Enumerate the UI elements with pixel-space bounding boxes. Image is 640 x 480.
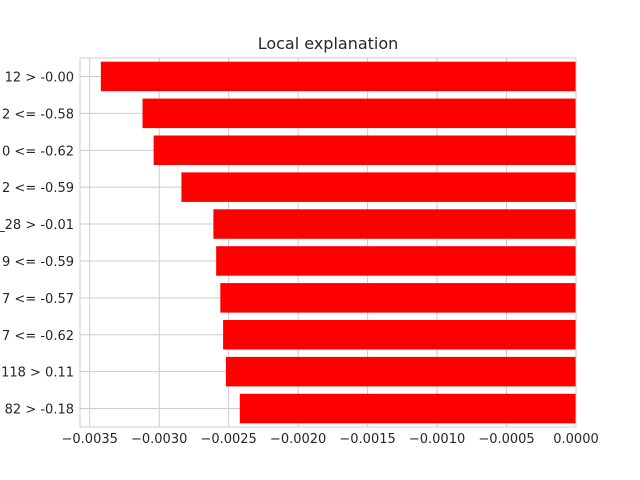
y-tick-label: 82 > -0.18	[5, 403, 74, 418]
y-tick-label: 118 > 0.11	[1, 366, 74, 381]
y-tick-label: 7 <= -0.57	[2, 292, 74, 307]
x-tick-label: 0.0000	[553, 432, 599, 447]
bar	[153, 135, 576, 166]
y-tick-label: _28 > -0.01	[0, 218, 74, 233]
x-tick-label: −0.0030	[131, 432, 187, 447]
bar	[220, 283, 576, 313]
y-tick-label: 7 <= -0.62	[2, 329, 74, 344]
bar	[100, 61, 577, 92]
plot-frame	[79, 57, 577, 428]
x-tick-labels: −0.0035 −0.0030 −0.0025 −0.0020 −0.0015 −0.00…	[62, 432, 599, 447]
bar	[213, 209, 576, 239]
chart-title: Local explanation	[258, 34, 399, 53]
x-tick-label: −0.0020	[270, 432, 326, 447]
x-tick-label: −0.0015	[339, 432, 395, 447]
bar	[225, 356, 576, 387]
bar	[181, 172, 576, 202]
bar	[239, 393, 576, 424]
x-tick-label: −0.0010	[409, 432, 465, 447]
x-tick-label: −0.0035	[62, 432, 118, 447]
y-tick-labels: 12 > -0.00 2 <= -0.58 0 <= -0.62 2 <= -0.59…	[0, 70, 74, 417]
x-tick-label: −0.0005	[478, 432, 534, 447]
y-tick-label: 2 <= -0.59	[2, 181, 74, 196]
y-tick-label: 2 <= -0.58	[2, 107, 74, 122]
bar	[142, 98, 577, 129]
bars	[100, 61, 577, 424]
bar	[223, 319, 576, 350]
x-tick-label: −0.0025	[200, 432, 256, 447]
bar	[216, 246, 576, 276]
y-tick-label: 12 > -0.00	[5, 70, 74, 85]
y-tick-label: 0 <= -0.62	[2, 144, 74, 159]
y-tick-label: 9 <= -0.59	[2, 255, 74, 270]
